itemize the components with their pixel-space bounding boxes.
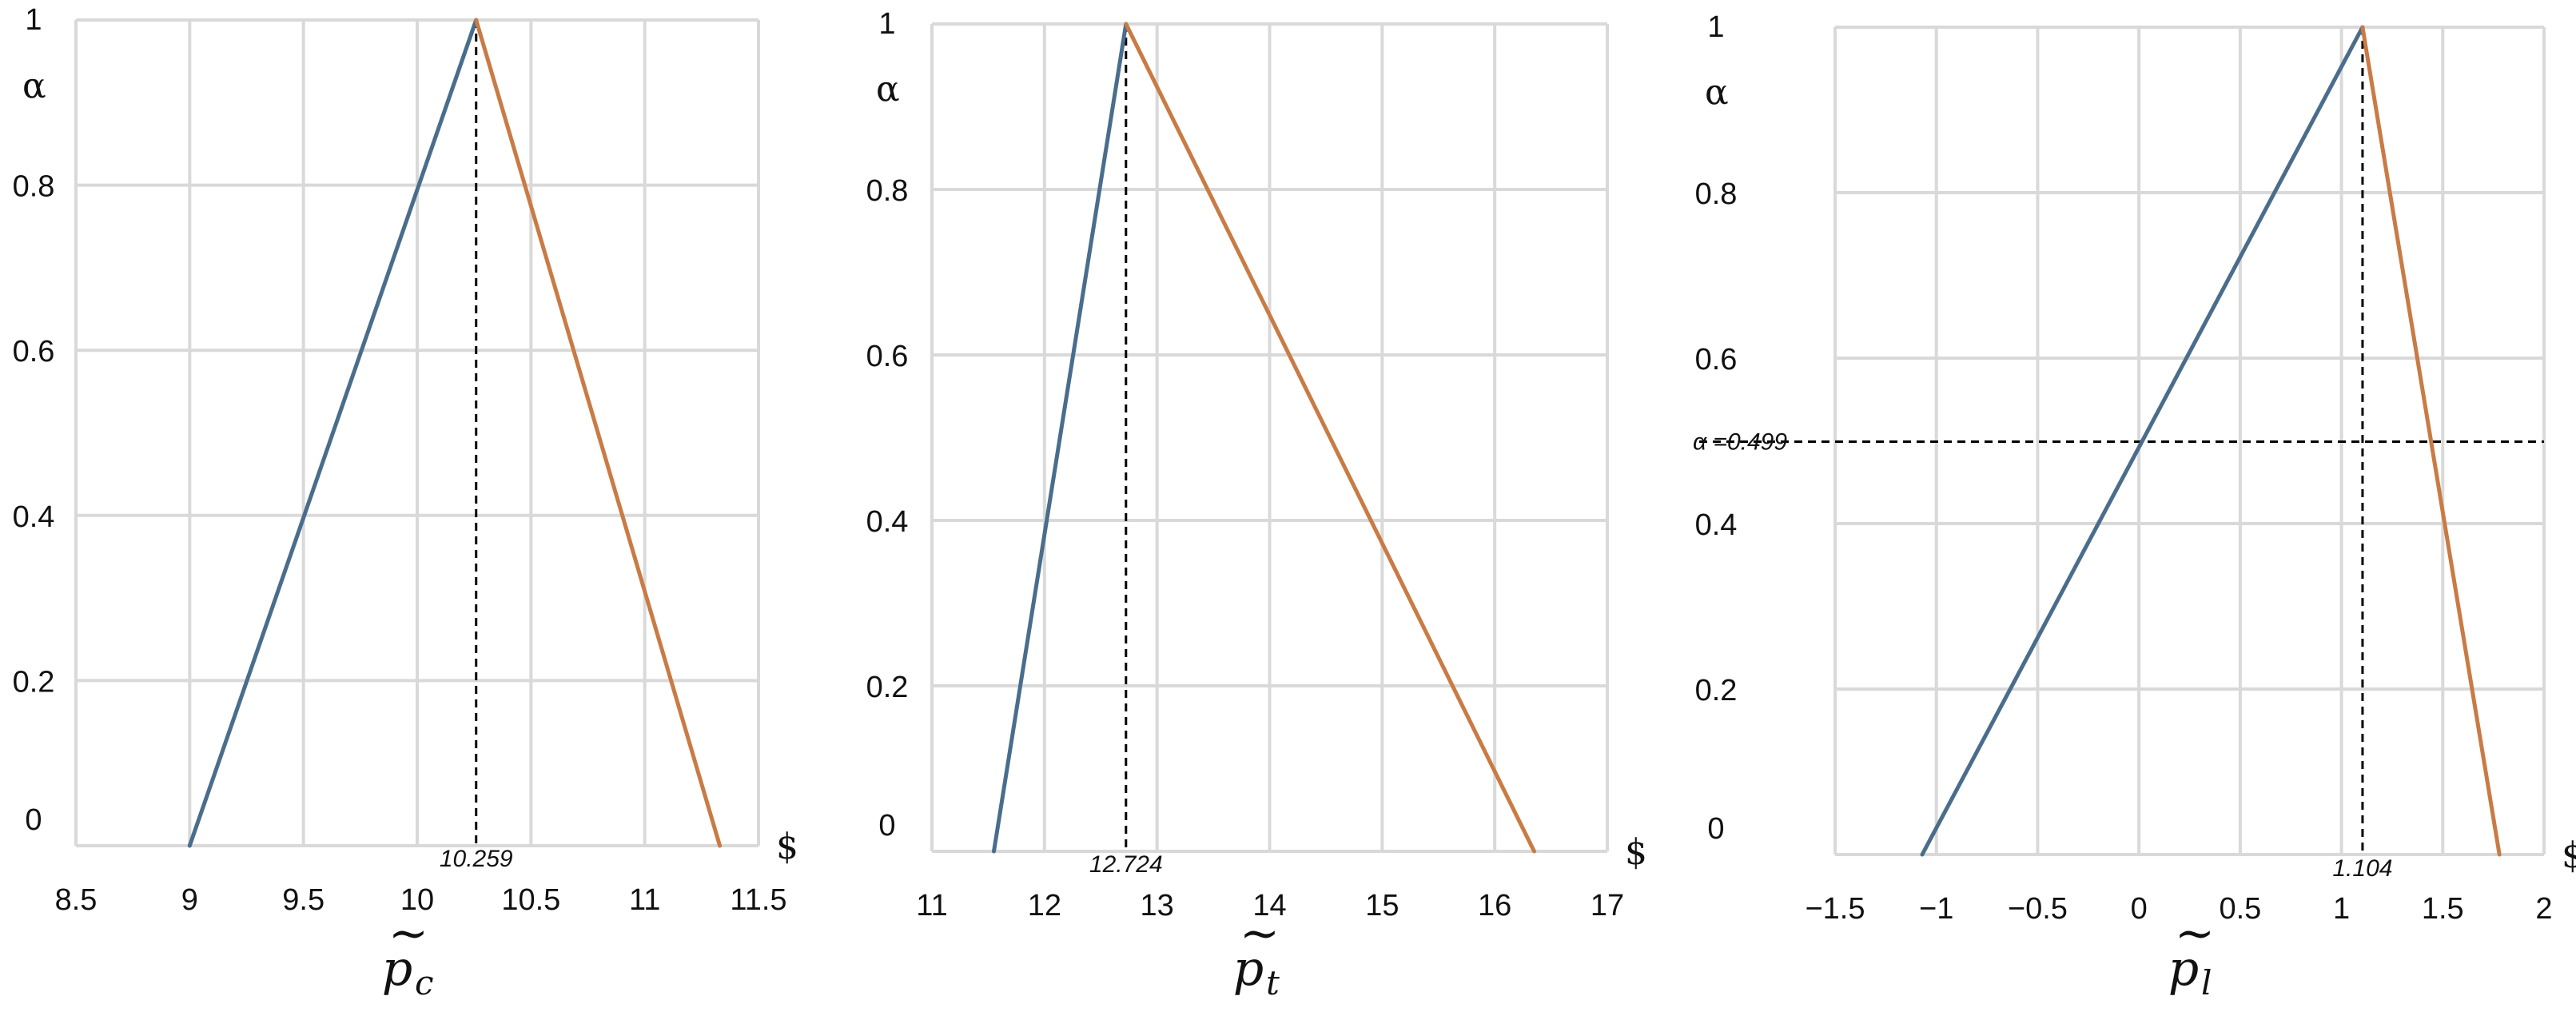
y-tick-label: 0.4 [866,505,909,539]
peak-value-label: 1.104 [2332,855,2392,882]
y-tick-label: 0.6 [866,340,909,373]
alpha-level-label: α =0.499 [1693,429,1787,456]
y-tick-label: 1 [1707,10,1724,44]
x-tick-label: 9 [181,883,198,917]
left-branch-line [187,18,479,848]
x-tick-label: −0.5 [2008,892,2068,926]
y-axis-label: α [22,66,46,106]
x-axis-label: ~p t [1233,906,1280,1002]
y-tick-label: 0 [878,809,895,843]
left-branch-line [1920,25,2365,857]
y-tick-label: 0.4 [1695,508,1738,542]
right-branch-line [1124,22,1536,854]
x-tick-label: 1.5 [2422,892,2464,926]
x-axis-label-tilde: ~ [1240,906,1280,962]
y-tick-label: 0.4 [13,500,55,534]
x-tick-label: 14 [1252,889,1286,922]
y-tick-label: 0.8 [1695,177,1738,211]
x-axis-label-subscript: l [2201,963,2212,1002]
y-tick-label: 0.2 [1695,674,1738,707]
x-tick-label: −1.5 [1805,892,1865,926]
y-tick-label: 0.6 [1695,343,1738,377]
x-tick-label: 2 [2535,892,2552,926]
y-tick-label: 1 [878,7,895,41]
x-axis-label-base: p [1233,941,1264,997]
right-branch-line [2360,25,2502,857]
x-unit-label: $ [2562,835,2576,876]
left-branch-line [992,22,1129,854]
x-tick-label: 12 [1028,889,1061,922]
y-tick-label: 0.6 [13,335,55,369]
y-tick-label: 0.8 [866,174,909,208]
y-tick-label: 0.2 [13,665,55,699]
x-axis-label-subscript: c [415,963,434,1002]
right-branch-line [474,18,723,848]
x-axis-label-tilde: ~ [2175,906,2215,962]
panel-1: 8.5 9 9.5 10 10.5 11 11.5 0 0.2 0.4 0.6 0.8 1 α $10.25… [13,3,798,1002]
x-tick-label: 10.5 [501,883,560,917]
x-tick-label: −1 [1919,892,1953,926]
x-axis-label-base: p [382,941,412,997]
y-tick-label: 1 [25,3,42,37]
x-tick-label: 0 [2131,892,2148,926]
y-tick-label: 0.8 [13,170,55,204]
x-tick-label: 15 [1365,889,1399,922]
x-tick-label: 8.5 [55,883,98,917]
x-tick-label: 16 [1478,889,1511,922]
x-axis-label-base: p [2168,941,2199,997]
x-tick-label: 17 [1591,889,1624,922]
y-tick-label: 0 [1707,812,1724,846]
x-tick-label: 11.5 [730,883,786,917]
x-tick-label: 9.5 [282,883,324,917]
x-axis-label: ~p l [2168,906,2215,1002]
x-tick-label: 13 [1141,889,1174,922]
x-tick-label: 11 [629,883,660,917]
x-unit-label: $ [1625,832,1647,873]
panel-2: 11 12 13 14 15 16 17 0 0.2 0.4 0.6 0.8 1 α $12.724 ~p t [866,7,1647,1002]
x-tick-label: 11 [916,889,947,922]
y-tick-label: 0 [25,803,42,837]
x-axis-label-tilde: ~ [388,906,428,962]
x-tick-label: 0.5 [2219,892,2261,926]
x-axis-label: ~p c [382,906,434,1002]
y-axis-label: α [876,69,900,110]
peak-value-label: 12.724 [1089,851,1163,878]
x-tick-label: 10 [400,883,434,917]
x-tick-label: 1 [2333,892,2350,926]
x-axis-label-subscript: t [1266,963,1280,1002]
y-axis-label: α [1705,72,1729,113]
x-unit-label: $ [776,827,798,867]
y-tick-label: 0.2 [866,671,909,704]
panel-3: −1.5 −1 −0.5 0 0.5 1 1.5 2 0 0.2 0.4 0.6 0.8 1 α $1.104… [1693,10,2576,1002]
peak-value-label: 10.259 [440,846,513,872]
